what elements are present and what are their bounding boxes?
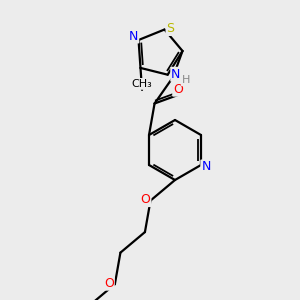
Text: H: H xyxy=(182,75,190,85)
Text: CH₃: CH₃ xyxy=(132,79,152,89)
Text: O: O xyxy=(173,83,183,96)
Text: N: N xyxy=(201,160,211,173)
Text: O: O xyxy=(104,277,114,290)
Text: N: N xyxy=(171,68,181,81)
Text: N: N xyxy=(129,29,138,43)
Text: O: O xyxy=(140,193,150,206)
Text: S: S xyxy=(167,22,175,35)
